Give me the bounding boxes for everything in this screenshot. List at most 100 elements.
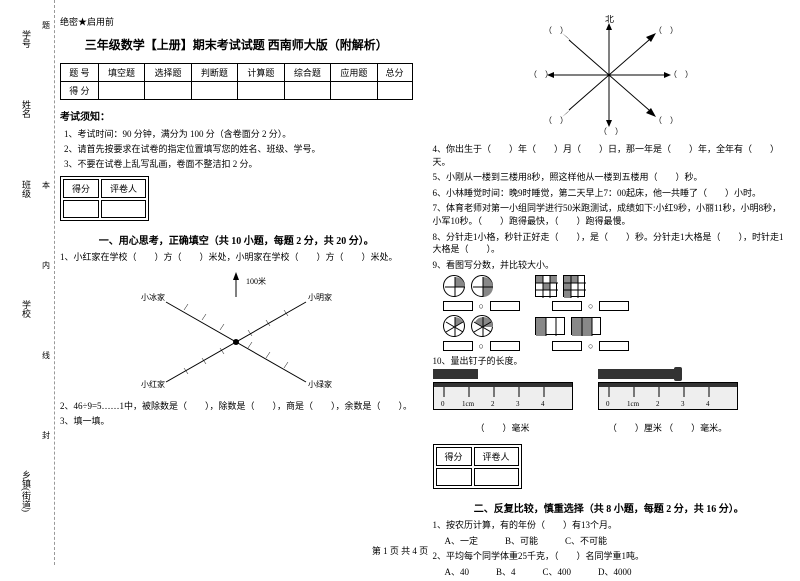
table-row: 题 号 填空题 选择题 判断题 计算题 综合题 应用题 总分 [61, 64, 413, 82]
nail-1 [433, 369, 478, 379]
cross-svg: 100米 小明家 小绿家 小红家 小冰家 [136, 272, 336, 392]
fraction-row-2 [443, 315, 786, 337]
rect-fraction [571, 317, 601, 335]
notice-item: 2、请首先按要求在试卷的指定位置填写您的姓名、班级、学号。 [60, 142, 413, 155]
svg-text:（ ）: （ ） [544, 116, 568, 125]
notice-title: 考试须知： [60, 108, 413, 123]
bar-blank [490, 341, 520, 351]
svg-text:4: 4 [706, 400, 710, 408]
score-header-table: 题 号 填空题 选择题 判断题 计算题 综合题 应用题 总分 得 分 [60, 63, 413, 100]
s2-question-1: 1、按农历计算，有的年份（ ）有13个月。 [433, 519, 786, 532]
score-label: 得分 [436, 447, 472, 466]
grader-label: 评卷人 [101, 179, 146, 198]
table-row: 得 分 [61, 82, 413, 100]
svg-text:2: 2 [491, 400, 495, 408]
th: 计算题 [238, 64, 284, 82]
binding-label: 姓名 [20, 100, 33, 118]
svg-text:小绿家: 小绿家 [308, 379, 332, 389]
main-content: 绝密★启用前 三年级数学【上册】期末考试试题 西南师大版（附解析） 题 号 填空… [60, 15, 785, 581]
th: 题 号 [61, 64, 99, 82]
svg-text:1cm: 1cm [462, 400, 475, 408]
ruler-body: 0 1cm 2 3 4 [598, 382, 738, 410]
right-column: 北 （ ） （ ） （ ） （ ） （ ） （ ） （ ） 4、你出生于（ ）年… [433, 15, 786, 581]
page-footer: 第 1 页 共 4 页 [0, 544, 800, 557]
bar-blank [490, 301, 520, 311]
svg-text:（ ）: （ ） [669, 70, 689, 79]
question-7: 7、体育老师对第一小组同学进行50米跑测试，成绩如下:小红9秒，小丽11秒，小明… [433, 202, 786, 227]
svg-text:（ ）: （ ） [599, 127, 623, 135]
bar-blank [599, 341, 629, 351]
th: 总分 [377, 64, 412, 82]
question-4: 4、你出生于（ ）年（ ）月（ ）日，那一年是（ ）年，全年有（ ）天。 [433, 143, 786, 168]
grader-label: 评卷人 [474, 447, 519, 466]
svg-text:北: 北 [605, 15, 614, 24]
compass-diagram: 北 （ ） （ ） （ ） （ ） （ ） （ ） （ ） [529, 15, 689, 135]
td [284, 82, 330, 100]
ruler-1: 0 1cm 2 3 4 [433, 375, 573, 410]
svg-text:（ ）: （ ） [654, 26, 678, 35]
th: 填空题 [98, 64, 144, 82]
binding-label: 乡镇(街道) [20, 470, 33, 512]
bar-blank [552, 301, 582, 311]
fold-mark: 本 [42, 180, 50, 191]
fold-mark: 题 [42, 20, 50, 31]
svg-text:0: 0 [441, 400, 445, 408]
td [145, 82, 191, 100]
exam-title: 三年级数学【上册】期末考试试题 西南师大版（附解析） [60, 36, 413, 53]
score-cell [436, 468, 472, 486]
td [98, 82, 144, 100]
score-cell [63, 200, 99, 218]
svg-text:1cm: 1cm [627, 400, 640, 408]
td: 得 分 [61, 82, 99, 100]
direction-diagram: 100米 小明家 小绿家 小红家 小冰家 [136, 272, 336, 392]
binding-label: 学校 [20, 300, 33, 318]
bar-blank [552, 341, 582, 351]
question-9: 9、看图写分数，并比较大小。 [433, 259, 786, 272]
svg-text:（ ）: （ ） [654, 116, 678, 125]
ruler-group-1: 0 1cm 2 3 4 （ ）毫米 [433, 371, 573, 434]
question-10: 10、量出钉子的长度。 [433, 355, 786, 368]
svg-text:（ ）: （ ） [544, 26, 568, 35]
circle-fraction [471, 275, 493, 297]
th: 判断题 [191, 64, 237, 82]
section2-score-box: 得分评卷人 [433, 444, 522, 489]
svg-text:3: 3 [516, 400, 520, 408]
svg-text:0: 0 [606, 400, 610, 408]
th: 应用题 [331, 64, 377, 82]
circle-fraction [443, 275, 465, 297]
nail-2 [598, 369, 678, 379]
section-score-box: 得分评卷人 [60, 176, 149, 221]
question-3: 3、填一填。 [60, 415, 413, 428]
td [331, 82, 377, 100]
question-8: 8、分针走1小格，秒针正好走（ ），是（ ）秒。分针走1大格是（ ），时针走1大… [433, 231, 786, 256]
notice-item: 1、考试时间：90 分钟，满分为 100 分（含卷面分 2 分）。 [60, 127, 413, 140]
fraction-compare-2: ○ ○ [443, 341, 786, 351]
square-fraction [535, 275, 557, 297]
fraction-diagrams: ○ ○ ○ ○ [433, 275, 786, 351]
bar-blank [443, 341, 473, 351]
svg-text:（ ）: （ ） [529, 70, 553, 79]
ruler-body: 0 1cm 2 3 4 [433, 382, 573, 410]
td [191, 82, 237, 100]
diagram-label: 100米 [246, 276, 266, 286]
bar-blank [599, 301, 629, 311]
left-column: 绝密★启用前 三年级数学【上册】期末考试试题 西南师大版（附解析） 题 号 填空… [60, 15, 413, 581]
svg-text:小红家: 小红家 [141, 379, 165, 389]
fold-mark: 内 [42, 260, 50, 271]
ruler-row: 0 1cm 2 3 4 （ ）毫米 0 [433, 371, 786, 434]
ruler-2: 0 1cm 2 3 4 [598, 375, 738, 410]
binding-label: 班级 [20, 180, 33, 198]
td [377, 82, 412, 100]
circle-fraction [443, 315, 465, 337]
bar-blank [443, 301, 473, 311]
notice-item: 3、不要在试卷上乱写乱画，卷面不整洁扣 2 分。 [60, 157, 413, 170]
svg-text:3: 3 [681, 400, 685, 408]
svg-text:4: 4 [541, 400, 545, 408]
ruler-answer-2: （ ）厘米 （ ）毫米。 [598, 421, 738, 434]
svg-text:2: 2 [656, 400, 660, 408]
circle-fraction [471, 315, 493, 337]
fraction-compare-1: ○ ○ [443, 301, 786, 311]
grader-cell [101, 200, 146, 218]
fraction-row-1 [443, 275, 786, 297]
th: 选择题 [145, 64, 191, 82]
